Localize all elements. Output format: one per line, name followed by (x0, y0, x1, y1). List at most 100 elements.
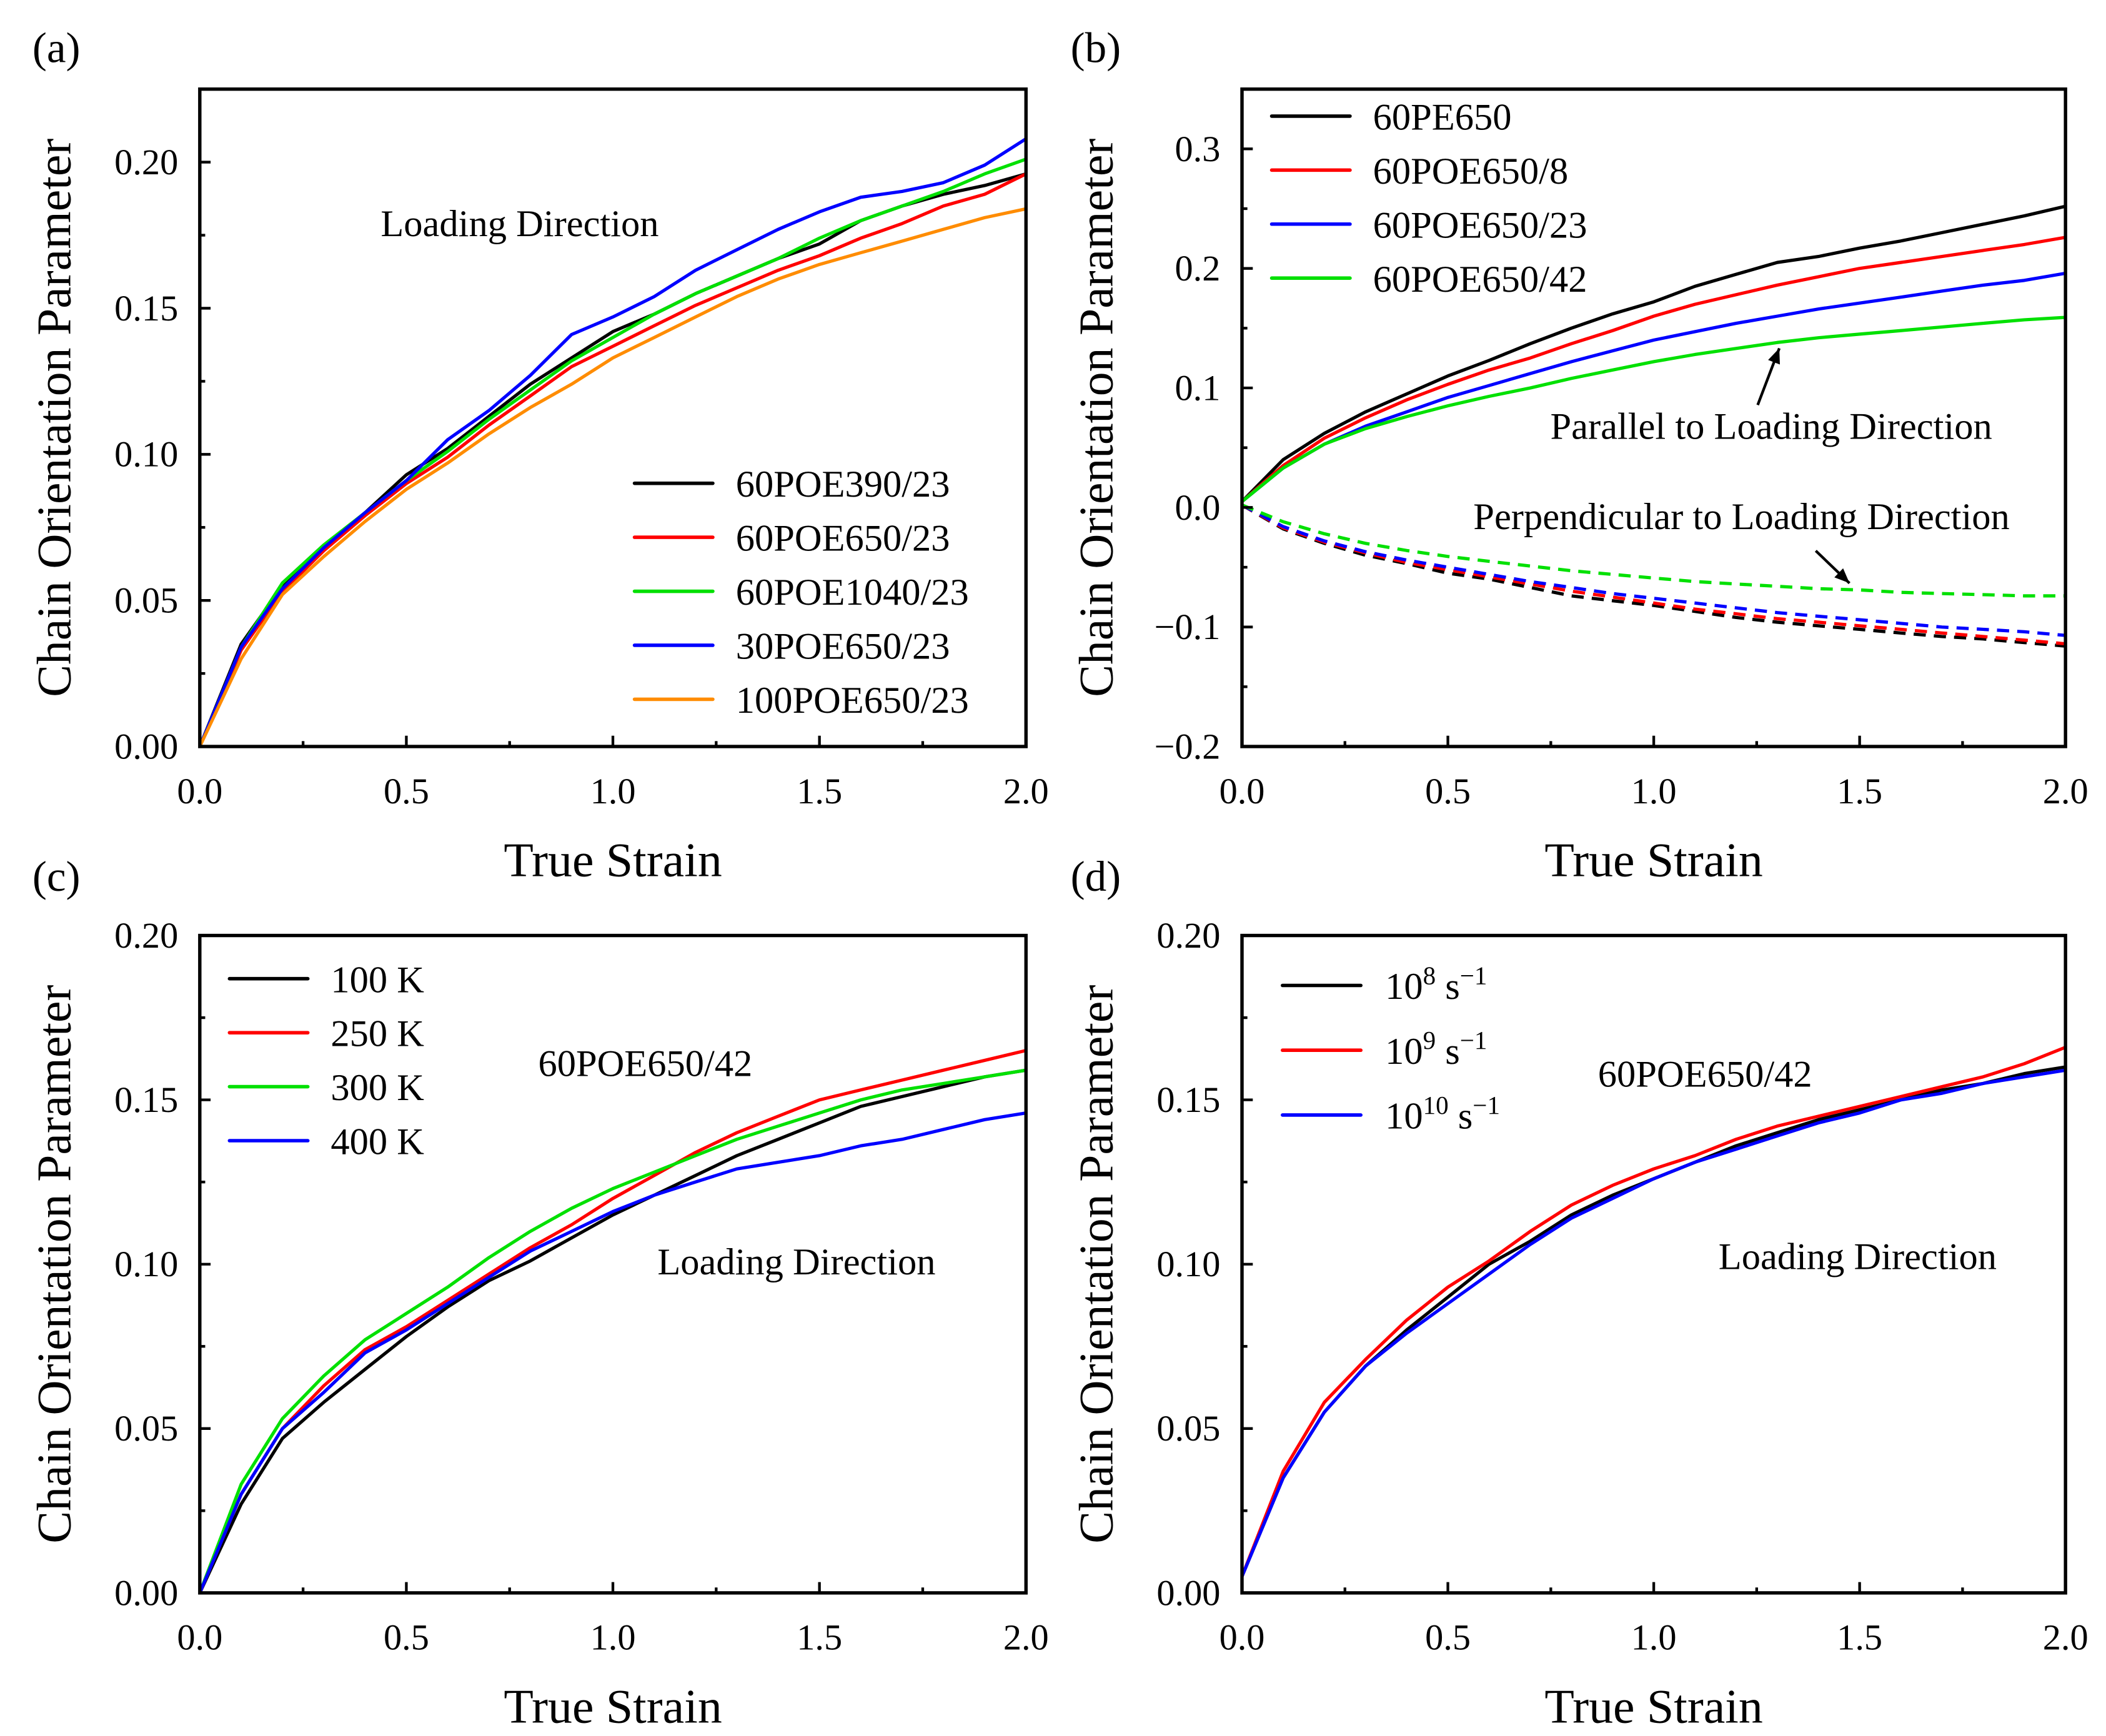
annotation: Perpendicular to Loading Direction (1473, 496, 2009, 538)
x-tick-label: 1.5 (1837, 1617, 1882, 1658)
panel-label: (c) (32, 852, 81, 900)
series-line (198, 207, 1026, 748)
y-tick-label: −0.2 (1155, 726, 1221, 766)
y-tick-label: 0.10 (1156, 1244, 1220, 1284)
annotation: 60POE650/42 (1598, 1054, 1812, 1096)
legend-label: 60POE650/42 (1373, 259, 1587, 300)
legend-label: 250 K (330, 1013, 424, 1055)
legend-label: 1010 s−1 (1385, 1091, 1500, 1138)
y-tick-label: 0.15 (114, 1079, 178, 1120)
panel-label: (b) (1071, 23, 1121, 71)
legend-label: 60PE650 (1373, 96, 1512, 138)
legend-item: 30POE650/23 (632, 626, 950, 668)
legend-item: 250 K (227, 1013, 424, 1055)
series-line (1241, 204, 2066, 503)
panel-d: (d) 0.0 0.5 1.0 1.5 2.0 0.00 0.05 0.10 0.15 0.20 Tr… (1070, 852, 2089, 1733)
x-tick-label: 1.0 (1631, 1617, 1677, 1658)
x-tick-label: 0.5 (384, 771, 429, 811)
series-line (198, 172, 1027, 748)
legend-label: 100 K (330, 959, 424, 1001)
legend-item: 60POE1040/23 (632, 572, 969, 613)
legend-item: 100POE650/23 (632, 680, 969, 722)
annotation: Loading Direction (380, 203, 658, 245)
panel-a: (a) 0.0 0.5 1.0 1.5 2.0 0.00 0.05 0.10 0.15 0.20 Tr… (27, 23, 1048, 886)
x-axis-label: True Strain (504, 833, 722, 886)
legend-item: 400 K (227, 1121, 424, 1163)
legend-label: 30POE650/23 (736, 626, 950, 668)
series-line (1241, 503, 2066, 648)
legend-item: 60POE650/42 (1269, 259, 1587, 300)
legend-item: 300 K (227, 1067, 424, 1109)
x-tick-label: 2.0 (2043, 771, 2089, 811)
legend-label: 109 s−1 (1385, 1026, 1487, 1073)
legend-item: 60POE650/23 (632, 518, 950, 560)
y-tick-label: 0.00 (114, 1572, 178, 1613)
y-tick-label: 0.20 (114, 915, 178, 956)
x-tick-label: 2.0 (2043, 1617, 2089, 1658)
legend-item: 108 s−1 (1281, 961, 1487, 1008)
legend-item: 60POE650/23 (1269, 204, 1587, 246)
y-tick-label: 0.00 (1156, 1572, 1220, 1613)
x-axis-label: True Strain (1544, 1679, 1762, 1733)
series-line (1241, 503, 2066, 637)
series-line (198, 1068, 1026, 1594)
x-tick-label: 1.0 (590, 771, 636, 811)
x-tick-label: 1.0 (1631, 771, 1677, 811)
series-line (1240, 1046, 2067, 1577)
legend-item: 60POE390/23 (632, 464, 950, 505)
arrow-head-icon (1768, 348, 1780, 365)
x-tick-label: 0.0 (1219, 1617, 1265, 1658)
y-tick-label: 0.10 (114, 434, 178, 475)
x-tick-label: 0.0 (177, 771, 222, 811)
x-tick-label: 0.5 (1425, 771, 1471, 811)
legend-item: 109 s−1 (1281, 1026, 1487, 1073)
y-axis-label: Chain Orientation Parameter (27, 139, 81, 697)
y-tick-label: 0.15 (114, 288, 178, 329)
x-tick-label: 0.0 (177, 1617, 222, 1658)
y-tick-label: 0.00 (114, 726, 178, 766)
legend-label: 60POE1040/23 (736, 572, 969, 613)
series-line (1241, 236, 2066, 503)
y-tick-label: 0.05 (114, 1408, 178, 1449)
legend-label: 60POE650/8 (1373, 151, 1569, 192)
panel-b: (b) 0.0 0.5 1.0 1.5 2.0 −0.2 −0.1 0.0 0.1 0.2 0.3 Tr… (1070, 23, 2089, 886)
series-line (198, 137, 1027, 748)
legend-label: 60POE390/23 (736, 464, 950, 505)
series-line (1241, 271, 2066, 503)
series-line (198, 1049, 1026, 1594)
panel-c: (c) 0.0 0.5 1.0 1.5 2.0 0.00 0.05 0.10 0.15 0.20 Tr… (27, 852, 1048, 1733)
legend-item: 60PE650 (1269, 96, 1512, 138)
legend-label: 400 K (330, 1121, 424, 1163)
series-line (1241, 315, 2066, 503)
x-tick-label: 2.0 (1003, 771, 1049, 811)
legend-label: 108 s−1 (1385, 961, 1487, 1008)
y-axis-label: Chain Orientation Parameter (27, 985, 81, 1544)
y-axis-label: Chain Orientation Parameter (1070, 139, 1123, 697)
x-tick-label: 1.5 (797, 1617, 842, 1658)
annotation: 60POE650/42 (538, 1043, 752, 1084)
legend-label: 60POE650/23 (736, 518, 950, 560)
x-tick-label: 1.0 (590, 1617, 636, 1658)
y-tick-label: 0.1 (1175, 367, 1221, 408)
x-tick-label: 0.0 (1219, 771, 1265, 811)
legend-item: 1010 s−1 (1281, 1091, 1500, 1138)
y-tick-label: 0.2 (1175, 248, 1221, 289)
x-axis-label: True Strain (504, 1679, 722, 1733)
y-tick-label: 0.0 (1175, 487, 1221, 528)
legend-item: 60POE650/8 (1269, 151, 1569, 192)
y-tick-label: 0.15 (1156, 1079, 1220, 1120)
annotation: Loading Direction (657, 1241, 935, 1283)
panel-label: (a) (32, 23, 81, 71)
x-tick-label: 0.5 (1425, 1617, 1471, 1658)
series-line (198, 1111, 1026, 1594)
x-axis-label: True Strain (1544, 833, 1762, 886)
y-axis-label: Chain Orientation Parameter (1070, 985, 1123, 1544)
x-tick-label: 1.5 (797, 771, 842, 811)
series-line (1241, 503, 2066, 598)
legend-label: 60POE650/23 (1373, 204, 1587, 246)
x-tick-label: 2.0 (1003, 1617, 1049, 1658)
arrow-head-icon (1834, 568, 1850, 583)
panel-label: (d) (1071, 852, 1121, 900)
series-line (198, 1068, 1026, 1594)
